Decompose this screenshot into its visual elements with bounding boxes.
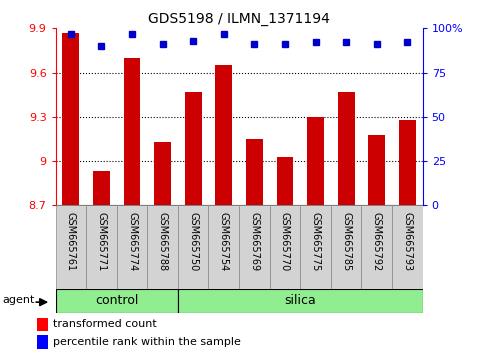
Bar bbox=[37, 335, 48, 349]
Text: percentile rank within the sample: percentile rank within the sample bbox=[53, 337, 241, 347]
Bar bbox=[392, 205, 423, 289]
Bar bbox=[37, 318, 48, 331]
Text: GSM665770: GSM665770 bbox=[280, 212, 290, 271]
Bar bbox=[185, 92, 201, 205]
Bar bbox=[62, 33, 79, 205]
Bar bbox=[331, 205, 361, 289]
Text: GSM665769: GSM665769 bbox=[249, 212, 259, 271]
Title: GDS5198 / ILMN_1371194: GDS5198 / ILMN_1371194 bbox=[148, 12, 330, 26]
Bar bbox=[369, 135, 385, 205]
Text: GSM665771: GSM665771 bbox=[97, 212, 106, 271]
Bar bbox=[178, 205, 209, 289]
Bar bbox=[399, 120, 416, 205]
Text: GSM665793: GSM665793 bbox=[402, 212, 412, 271]
Text: GSM665785: GSM665785 bbox=[341, 212, 351, 271]
Bar bbox=[56, 205, 86, 289]
Bar bbox=[56, 289, 178, 313]
Text: silica: silica bbox=[284, 295, 316, 307]
Bar bbox=[300, 205, 331, 289]
Bar bbox=[246, 139, 263, 205]
Bar bbox=[239, 205, 270, 289]
Text: GSM665788: GSM665788 bbox=[157, 212, 168, 271]
Bar bbox=[209, 205, 239, 289]
Bar bbox=[178, 289, 423, 313]
Bar bbox=[93, 171, 110, 205]
Text: GSM665761: GSM665761 bbox=[66, 212, 76, 271]
Text: agent: agent bbox=[3, 295, 35, 305]
Text: GSM665774: GSM665774 bbox=[127, 212, 137, 271]
Bar bbox=[270, 205, 300, 289]
Text: GSM665792: GSM665792 bbox=[372, 212, 382, 271]
Bar bbox=[154, 142, 171, 205]
Text: GSM665775: GSM665775 bbox=[311, 212, 321, 272]
Bar bbox=[338, 92, 355, 205]
Bar bbox=[124, 58, 141, 205]
Text: GSM665754: GSM665754 bbox=[219, 212, 229, 271]
Text: control: control bbox=[95, 295, 139, 307]
Bar bbox=[277, 156, 293, 205]
Bar bbox=[86, 205, 117, 289]
Bar bbox=[215, 65, 232, 205]
Bar bbox=[117, 205, 147, 289]
Text: GSM665750: GSM665750 bbox=[188, 212, 198, 271]
Bar bbox=[147, 205, 178, 289]
Bar bbox=[307, 117, 324, 205]
Text: transformed count: transformed count bbox=[53, 319, 156, 329]
Bar bbox=[361, 205, 392, 289]
